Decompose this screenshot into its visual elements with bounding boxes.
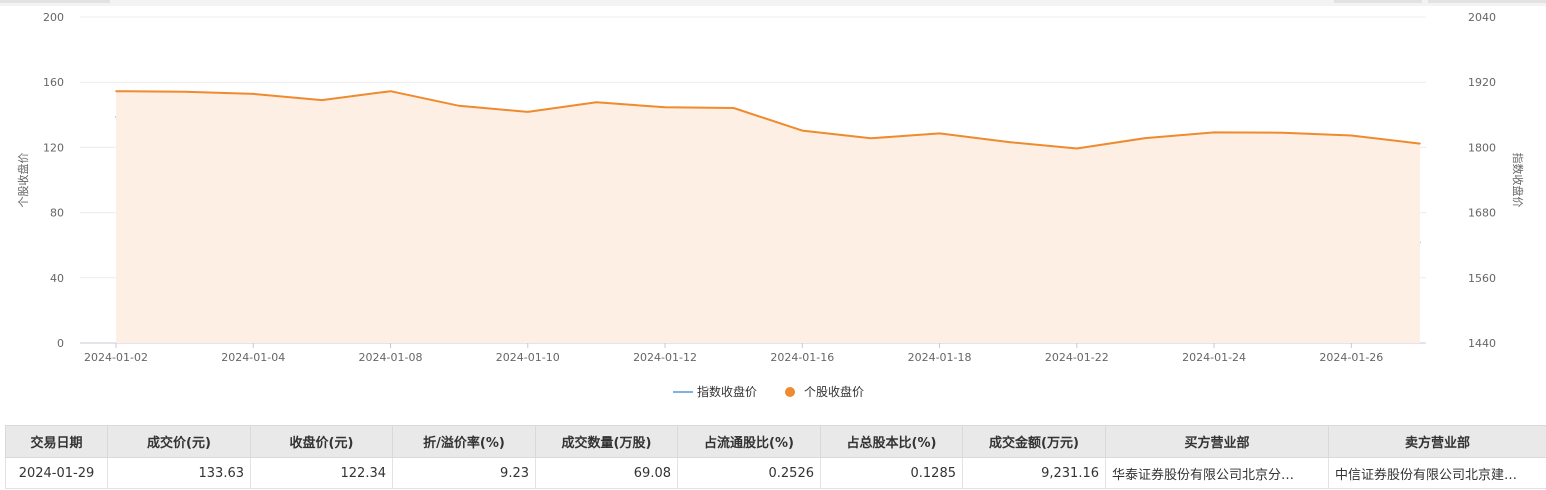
cell-volume: 69.08 [535, 457, 678, 489]
cell-close-price: 122.34 [250, 457, 393, 489]
series-point-1 [1144, 137, 1147, 139]
col-header-volume[interactable]: 成交数量(万股) [535, 425, 678, 458]
x-axis-tick-label: 2024-01-24 [1182, 351, 1246, 364]
toolbar-button[interactable] [1428, 0, 1546, 3]
x-axis-tick-label: 2024-01-16 [770, 351, 834, 364]
x-axis-tick-label: 2024-01-12 [633, 351, 697, 364]
series-point-1 [801, 129, 804, 132]
legend-item-stock-close[interactable]: 个股收盘价 [785, 384, 864, 399]
cell-buyer[interactable]: 华泰证券股份有限公司北京分… [1105, 457, 1329, 489]
block-trade-table: 交易日期 成交价(元) 收盘价(元) 折/溢价率(%) 成交数量(万股) 占流通… [5, 425, 1546, 489]
cell-premium-rate: 9.23 [392, 457, 536, 489]
cell-seller[interactable]: 中信证券股份有限公司北京建… [1328, 457, 1546, 489]
legend-label-index-close: 指数收盘价 [697, 384, 757, 399]
table-row: 2024-01-29 133.63 122.34 9.23 69.08 0.25… [5, 457, 1546, 489]
x-axis-tick-label: 2024-01-04 [221, 351, 285, 364]
col-header-total-ratio[interactable]: 占总股本比(%) [820, 425, 963, 458]
x-axis-tick-label: 2024-01-02 [84, 351, 148, 364]
series-point-1 [870, 137, 872, 140]
toolbar-button[interactable] [0, 0, 110, 3]
right-axis-tick-label: 2040 [1468, 11, 1496, 24]
series-point-1 [732, 107, 735, 109]
series-point-1 [1281, 131, 1284, 134]
top-toolbar-strip [0, 0, 1546, 6]
col-header-float-ratio[interactable]: 占流通股比(%) [677, 425, 821, 458]
series-point-1 [664, 106, 666, 109]
col-header-trade-date[interactable]: 交易日期 [5, 425, 108, 458]
col-header-deal-price[interactable]: 成交价(元) [107, 425, 251, 458]
series-point-1 [252, 93, 255, 95]
x-axis-tick-label: 2024-01-10 [496, 351, 560, 364]
col-header-buyer[interactable]: 买方营业部 [1105, 425, 1329, 458]
left-axis-tick-label: 40 [50, 272, 64, 285]
series-point-1 [458, 105, 460, 107]
col-header-amount[interactable]: 成交金额(万元) [962, 425, 1106, 458]
right-axis-tick-label: 1920 [1468, 76, 1496, 89]
right-axis-tick-label: 1680 [1468, 207, 1496, 220]
price-comparison-chart: 0 40 80 120 160 200 1440 1560 1680 1800 1920 2040 20… [16, 11, 1525, 399]
series-point-1 [321, 99, 323, 101]
legend-label-stock-close: 个股收盘价 [804, 384, 864, 399]
table-header-row: 交易日期 成交价(元) 收盘价(元) 折/溢价率(%) 成交数量(万股) 占流通… [5, 425, 1546, 458]
series-point-1 [938, 132, 941, 135]
x-axis-tick-label: 2024-01-26 [1319, 351, 1383, 364]
series-area-1 [116, 91, 1420, 343]
left-axis-tick-label: 160 [43, 76, 64, 89]
cell-trade-date: 2024-01-29 [5, 457, 108, 489]
series-point-1 [595, 101, 598, 104]
left-axis-tick-label: 200 [43, 11, 64, 24]
cell-amount: 9,231.16 [962, 457, 1106, 489]
series-point-1 [1419, 142, 1421, 145]
right-axis-tick-label: 1560 [1468, 272, 1496, 285]
series-point-1 [1350, 134, 1353, 137]
series-point-1 [526, 111, 529, 113]
x-axis-tick-label: 2024-01-08 [359, 351, 423, 364]
series-point-1 [183, 90, 186, 93]
col-header-close-price[interactable]: 收盘价(元) [250, 425, 393, 458]
cell-deal-price: 133.63 [107, 457, 251, 489]
series-point-1 [1007, 141, 1009, 143]
chart-legend[interactable]: 指数收盘价 个股收盘价 [673, 384, 864, 399]
cell-float-ratio: 0.2526 [677, 457, 821, 489]
right-axis-tick-label: 1440 [1468, 337, 1496, 350]
legend-marker-stock-close [785, 387, 795, 397]
series-point-1 [115, 90, 117, 92]
series-line-1 [115, 90, 1421, 150]
series-point-1 [1076, 147, 1078, 150]
series-point-1 [1213, 131, 1215, 134]
right-axis-title: 指数收盘价 [1511, 153, 1525, 208]
col-header-premium-rate[interactable]: 折/溢价率(%) [392, 425, 536, 458]
series-point-1 [389, 90, 392, 92]
x-axis-tick-label: 2024-01-22 [1045, 351, 1109, 364]
left-axis-tick-label: 0 [57, 337, 64, 350]
cell-total-ratio: 0.1285 [820, 457, 963, 489]
legend-item-index-close[interactable]: 指数收盘价 [673, 384, 757, 399]
left-axis-tick-label: 120 [43, 141, 64, 154]
col-header-seller[interactable]: 卖方营业部 [1328, 425, 1546, 458]
right-axis-tick-label: 1800 [1468, 141, 1496, 154]
left-axis-title: 个股收盘价 [16, 153, 30, 208]
x-axis-tick-label: 2024-01-18 [908, 351, 972, 364]
left-axis-tick-label: 80 [50, 207, 64, 220]
toolbar-button[interactable] [1334, 0, 1422, 3]
